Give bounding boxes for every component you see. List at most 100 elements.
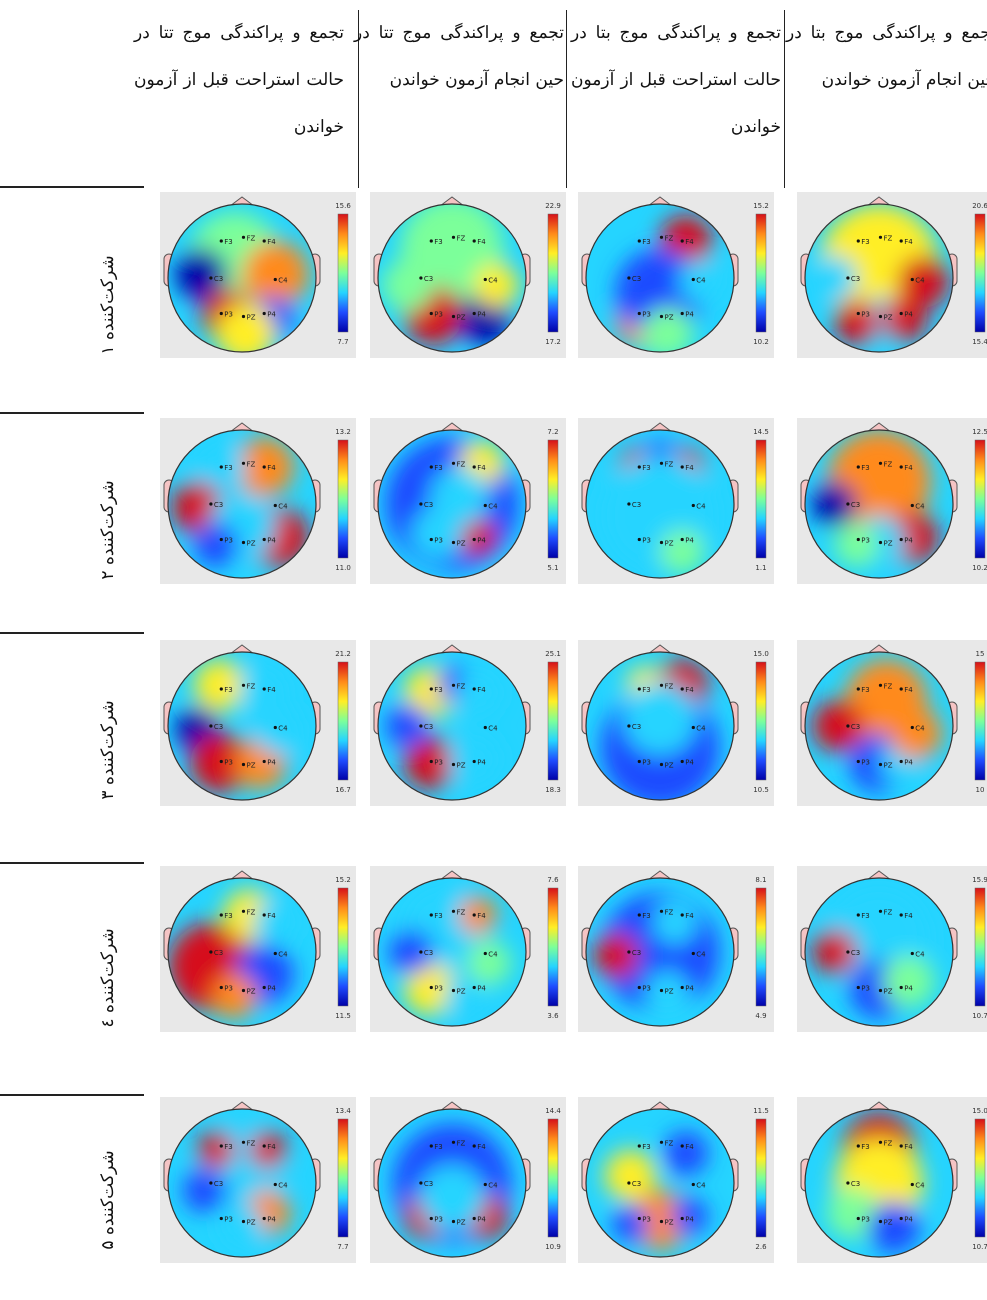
electrode-marker bbox=[899, 1216, 903, 1221]
topomap-field bbox=[168, 878, 316, 1026]
electrode-label: C4 bbox=[488, 950, 498, 958]
electrode-label: C3 bbox=[424, 275, 433, 283]
colorbar-max-label: 15.9 bbox=[972, 876, 987, 884]
electrode-label: PZ bbox=[883, 313, 892, 321]
electrode-label: P4 bbox=[904, 985, 913, 993]
electrode-marker bbox=[680, 1144, 684, 1148]
electrode-marker bbox=[910, 725, 914, 730]
topomap-field bbox=[168, 1109, 316, 1257]
electrode-marker bbox=[262, 239, 266, 243]
topomap-field bbox=[586, 430, 734, 578]
electrode-marker bbox=[899, 985, 903, 990]
colorbar-max-label: 21.2 bbox=[335, 650, 351, 658]
colorbar bbox=[547, 1118, 559, 1238]
electrode-label: P4 bbox=[267, 311, 276, 319]
electrode-label: F3 bbox=[434, 464, 442, 472]
colorbar-max-label: 25.1 bbox=[545, 650, 561, 658]
electrode-label: PZ bbox=[246, 761, 255, 769]
topomap-panel: F3 FZ F4 C3 C4 P3 PZ P4 15.0 10.7 bbox=[797, 1097, 987, 1263]
electrode-marker bbox=[451, 235, 456, 239]
electrode-label: C4 bbox=[488, 276, 498, 284]
electrode-label: F3 bbox=[224, 238, 232, 246]
electrode-marker bbox=[680, 985, 684, 990]
topomap-field bbox=[378, 204, 526, 352]
electrode-label: P4 bbox=[477, 759, 486, 767]
electrode-label: P3 bbox=[642, 759, 651, 767]
electrode-marker bbox=[878, 235, 883, 239]
topomap-field bbox=[805, 878, 953, 1026]
electrode-label: P4 bbox=[904, 537, 913, 545]
electrode-marker bbox=[273, 725, 277, 730]
electrode-marker bbox=[659, 988, 664, 993]
electrode-marker bbox=[429, 465, 433, 469]
topomap-field bbox=[378, 878, 526, 1026]
electrode-label: F3 bbox=[224, 686, 232, 694]
electrode-marker bbox=[846, 502, 850, 506]
electrode-marker bbox=[241, 1219, 246, 1224]
electrode-marker bbox=[429, 985, 433, 990]
electrode-label: F4 bbox=[267, 686, 276, 694]
topomap-panel: F3 FZ F4 C3 C4 P3 PZ P4 15.2 11.5 bbox=[160, 866, 356, 1032]
electrode-marker bbox=[856, 759, 860, 764]
colorbar bbox=[974, 213, 986, 333]
electrode-marker bbox=[472, 537, 476, 542]
electrode-label: FZ bbox=[883, 1139, 892, 1147]
electrode-label: C4 bbox=[488, 502, 498, 510]
topomap-panel: F3 FZ F4 C3 C4 P3 PZ P4 15.9 10.7 bbox=[797, 866, 987, 1032]
colorbar bbox=[337, 1118, 349, 1238]
electrode-marker bbox=[659, 1219, 664, 1224]
electrode-marker bbox=[627, 950, 631, 954]
colorbar bbox=[755, 661, 767, 781]
colorbar bbox=[755, 1118, 767, 1238]
electrode-marker bbox=[241, 235, 246, 239]
electrode-marker bbox=[846, 1181, 850, 1185]
electrode-label: FZ bbox=[664, 908, 673, 916]
electrode-marker bbox=[878, 314, 883, 319]
colorbar bbox=[547, 439, 559, 559]
electrode-label: PZ bbox=[664, 1218, 673, 1226]
electrode-label: F4 bbox=[685, 686, 694, 694]
electrode-label: P3 bbox=[642, 1216, 651, 1224]
column-divider bbox=[784, 10, 785, 188]
electrode-label: FZ bbox=[456, 234, 465, 242]
electrode-marker bbox=[637, 985, 641, 990]
row-label-participant-3: شرکت‌کننده ۳ bbox=[98, 700, 118, 800]
electrode-label: F4 bbox=[477, 464, 486, 472]
electrode-label: P3 bbox=[861, 311, 870, 319]
electrode-label: C3 bbox=[632, 501, 641, 509]
electrode-label: C4 bbox=[696, 724, 706, 732]
electrode-label: F4 bbox=[685, 238, 694, 246]
electrode-label: F3 bbox=[224, 464, 232, 472]
colorbar-max-label: 7.2 bbox=[547, 428, 558, 436]
electrode-label: C3 bbox=[632, 949, 641, 957]
electrode-marker bbox=[899, 1144, 903, 1148]
electrode-label: PZ bbox=[883, 1218, 892, 1226]
topomap-panel: F3 FZ F4 C3 C4 P3 PZ P4 14.4 10.9 bbox=[370, 1097, 566, 1263]
electrode-marker bbox=[878, 762, 883, 767]
colorbar-max-label: 7.6 bbox=[547, 876, 559, 884]
electrode-label: F4 bbox=[685, 464, 694, 472]
column-divider bbox=[566, 10, 567, 188]
electrode-marker bbox=[241, 1140, 246, 1144]
electrode-marker bbox=[846, 276, 850, 280]
electrode-marker bbox=[262, 311, 266, 316]
electrode-marker bbox=[856, 985, 860, 990]
colorbar bbox=[337, 213, 349, 333]
electrode-label: C4 bbox=[278, 276, 288, 284]
electrode-label: FZ bbox=[456, 908, 465, 916]
colorbar-min-label: 10.2 bbox=[972, 564, 987, 572]
electrode-marker bbox=[429, 311, 433, 316]
electrode-label: P4 bbox=[685, 759, 694, 767]
electrode-label: FZ bbox=[456, 460, 465, 468]
electrode-label: C3 bbox=[214, 275, 223, 283]
colorbar-max-label: 22.9 bbox=[545, 202, 561, 210]
electrode-label: F3 bbox=[861, 238, 869, 246]
electrode-label: C3 bbox=[214, 723, 223, 731]
row-divider bbox=[0, 632, 144, 634]
electrode-marker bbox=[451, 909, 456, 913]
electrode-marker bbox=[846, 724, 850, 728]
electrode-marker bbox=[637, 239, 641, 243]
electrode-label: C4 bbox=[278, 502, 288, 510]
column-divider bbox=[358, 10, 359, 188]
electrode-label: P4 bbox=[267, 537, 276, 545]
